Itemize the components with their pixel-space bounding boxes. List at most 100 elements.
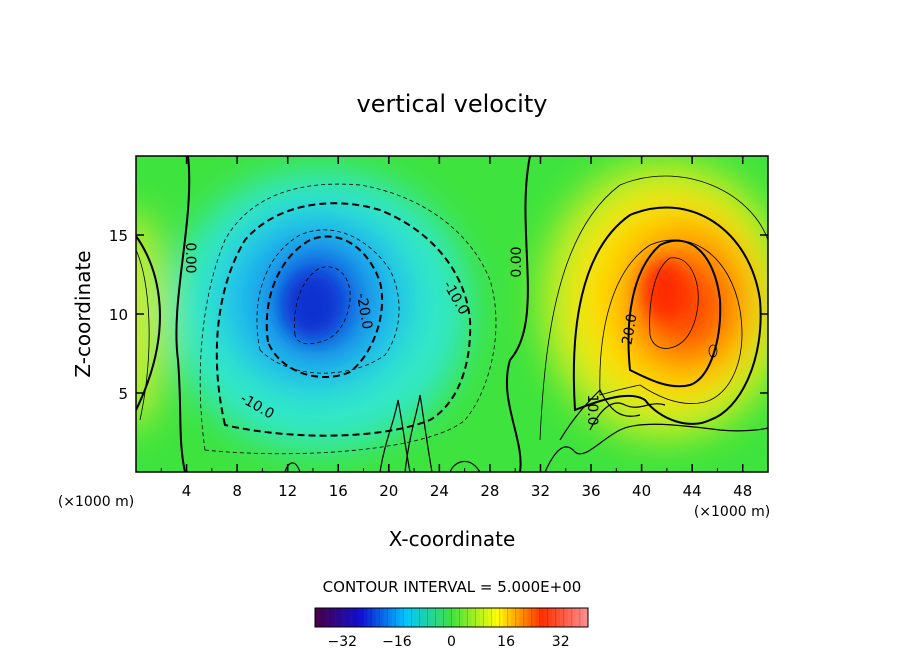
x-tick-label: 4 bbox=[182, 482, 192, 500]
colorbar-segment bbox=[467, 607, 473, 628]
colorbar-segment bbox=[346, 607, 352, 628]
y-tick-label: 10 bbox=[109, 306, 128, 324]
colorbar-segment bbox=[531, 607, 537, 628]
colorbar-segment bbox=[459, 607, 465, 628]
negative-contours bbox=[199, 183, 497, 455]
x-tick-label: 24 bbox=[430, 482, 449, 500]
colorbar-tick-label: 16 bbox=[497, 634, 515, 650]
colorbar-tick-label: 0 bbox=[447, 634, 456, 650]
x-unit-label: (×1000 m) bbox=[694, 504, 770, 520]
colorbar-segment bbox=[471, 608, 476, 627]
y-axis-ticks: 5 10 15 bbox=[109, 227, 768, 403]
colorbar-segment bbox=[435, 607, 441, 628]
colorbar-segment bbox=[411, 607, 416, 628]
colorbar-segment bbox=[555, 607, 561, 628]
colorbar-segment bbox=[575, 608, 581, 627]
colorbar-segment bbox=[539, 607, 545, 628]
colorbar-segment bbox=[551, 608, 557, 627]
x-axis-ticks: 4 8 12 16 20 24 28 32 36 40 44 48 bbox=[160, 156, 752, 500]
x-tick-label: 36 bbox=[581, 482, 600, 500]
colorbar-segment bbox=[431, 608, 436, 627]
colorbar-segment bbox=[479, 608, 484, 627]
colorbar-segment bbox=[495, 608, 500, 627]
colorbar-segment bbox=[403, 607, 408, 628]
colorbar-segment bbox=[362, 607, 368, 628]
left-edge-updraft bbox=[136, 210, 164, 430]
colorbar-segment bbox=[399, 608, 404, 627]
colorbar bbox=[314, 607, 589, 628]
colorbar-segment bbox=[523, 607, 529, 628]
contour-label: -20.0 bbox=[353, 292, 375, 330]
colorbar-segment bbox=[567, 608, 573, 627]
contour-interval-label: CONTOUR INTERVAL = 5.000E+00 bbox=[323, 578, 582, 596]
colorbar-segment bbox=[455, 608, 460, 627]
colorbar-segment bbox=[547, 607, 553, 628]
colorbar-segment bbox=[439, 608, 444, 627]
zero-contours bbox=[136, 156, 531, 472]
colorbar-segment bbox=[463, 608, 468, 627]
colorbar-segment bbox=[515, 607, 521, 628]
downdraft-peak bbox=[284, 273, 340, 337]
colorbar-segment bbox=[563, 607, 569, 628]
chart-title: vertical velocity bbox=[357, 90, 548, 118]
colorbar-segment bbox=[359, 608, 364, 627]
y-tick-label: 15 bbox=[109, 227, 128, 245]
colorbar-ticks: −32 −16 0 16 32 bbox=[328, 634, 570, 650]
colorbar-tick-label: −16 bbox=[382, 634, 412, 650]
colorbar-segment bbox=[507, 607, 513, 628]
colorbar-segment bbox=[322, 607, 328, 628]
contour-label: 0.00 bbox=[509, 246, 525, 277]
colorbar-segment bbox=[395, 607, 400, 628]
colorbar-segment bbox=[367, 608, 372, 627]
colorbar-segment bbox=[335, 608, 340, 627]
colorbar-segment bbox=[354, 607, 360, 628]
colorbar-segment bbox=[370, 607, 376, 628]
colorbar-segment bbox=[419, 607, 424, 628]
x-tick-label: 32 bbox=[531, 482, 550, 500]
x-tick-label: 28 bbox=[480, 482, 499, 500]
x-tick-label: 16 bbox=[329, 482, 348, 500]
colorbar-segment bbox=[387, 607, 392, 628]
colorbar-segment bbox=[483, 607, 489, 628]
colorbar-segment bbox=[499, 607, 505, 628]
x-tick-label: 8 bbox=[232, 482, 242, 500]
colorbar-segment bbox=[330, 607, 336, 628]
colorbar-tick-label: 32 bbox=[552, 634, 570, 650]
colorbar-segment bbox=[519, 608, 525, 627]
colorbar-segment bbox=[487, 608, 492, 627]
colorbar-segment bbox=[319, 608, 324, 627]
colorbar-segment bbox=[407, 608, 412, 627]
y-tick-label: 5 bbox=[118, 385, 128, 403]
updraft-peak bbox=[643, 260, 687, 320]
velocity-field: 0.00 0.00 -20.0 -10.0 -10.0 20.0 10.0 bbox=[136, 156, 768, 472]
colorbar-segment bbox=[343, 608, 348, 627]
colorbar-segment bbox=[415, 608, 420, 627]
x-tick-label: 20 bbox=[379, 482, 398, 500]
contour-label: 10.0 bbox=[584, 394, 600, 425]
colorbar-segment bbox=[475, 607, 481, 628]
colorbar-segment bbox=[503, 608, 509, 627]
x-tick-label: 40 bbox=[632, 482, 651, 500]
colorbar-segment bbox=[559, 608, 565, 627]
x-axis-label: X-coordinate bbox=[389, 527, 516, 551]
x-tick-label: 48 bbox=[733, 482, 752, 500]
colorbar-segment bbox=[338, 607, 344, 628]
colorbar-segment bbox=[383, 608, 388, 627]
colorbar-segment bbox=[314, 607, 320, 628]
contour-label: 20.0 bbox=[619, 313, 640, 346]
colorbar-segment bbox=[447, 608, 452, 627]
y-axis-label: Z-coordinate bbox=[71, 250, 95, 377]
x-tick-label: 44 bbox=[683, 482, 702, 500]
colorbar-segment bbox=[378, 607, 384, 628]
colorbar-segment bbox=[535, 608, 541, 627]
colorbar-segment bbox=[443, 607, 449, 628]
colorbar-segment bbox=[583, 608, 589, 627]
colorbar-segment bbox=[327, 608, 332, 627]
contour-label: 0.00 bbox=[182, 242, 198, 273]
colorbar-segment bbox=[527, 608, 533, 627]
colorbar-segment bbox=[351, 608, 356, 627]
colorbar-tick-label: −32 bbox=[328, 634, 358, 650]
colorbar-segment bbox=[423, 608, 428, 627]
colorbar-segment bbox=[375, 608, 380, 627]
